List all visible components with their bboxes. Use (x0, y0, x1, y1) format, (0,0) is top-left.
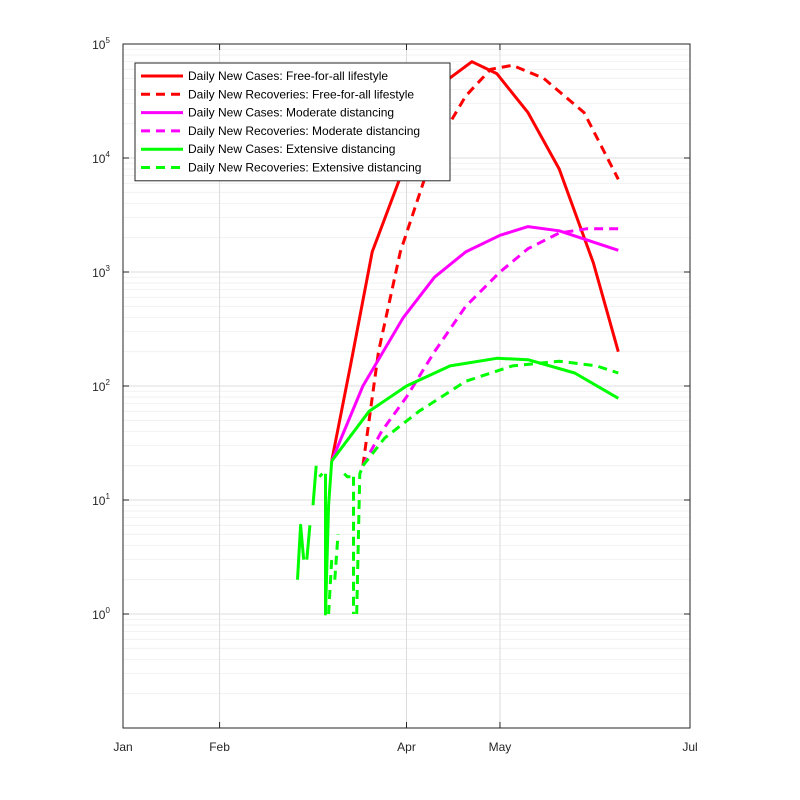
observed-data-line (324, 460, 334, 616)
x-tick-label: Feb (209, 740, 230, 754)
observed-data-line (355, 465, 365, 615)
y-tick-label: 102 (92, 378, 110, 394)
axes: 100 101 102 103 104 105 Jan Feb Apr May Jul (92, 36, 698, 754)
y-tick-label: 104 (92, 150, 110, 166)
observed-data-line (333, 534, 340, 580)
x-tick-label: Jan (113, 740, 132, 754)
legend-label: Daily New Cases: Moderate distancing (188, 106, 394, 120)
legend-label: Daily New Recoveries: Moderate distancin… (188, 124, 420, 138)
x-tick-label: Jul (682, 740, 697, 754)
legend-label: Daily New Cases: Extensive distancing (188, 142, 395, 156)
legend-label: Daily New Recoveries: Extensive distanci… (188, 161, 421, 175)
observed-data-line (327, 559, 334, 615)
y-tick-label: 100 (92, 606, 110, 622)
x-tick-label: Apr (397, 740, 416, 754)
series-line (361, 63, 620, 466)
series-layer (296, 60, 620, 616)
series-line (361, 227, 619, 467)
legend-label: Daily New Recoveries: Free-for-all lifes… (188, 87, 414, 101)
series-line (330, 60, 620, 462)
legend-label: Daily New Cases: Free-for-all lifestyle (188, 69, 388, 83)
observed-data-line (343, 472, 351, 479)
series-line (330, 225, 619, 462)
observed-data-line (305, 525, 312, 560)
series-line (330, 356, 620, 462)
legend-box (134, 62, 451, 182)
y-tick-label: 105 (92, 36, 110, 52)
legend: Daily New Cases: Free-for-all lifestyle D… (134, 62, 451, 182)
x-tick-label: May (489, 740, 512, 754)
observed-data-line (311, 465, 318, 506)
y-tick-label: 101 (92, 492, 110, 508)
observed-data-line (296, 523, 306, 580)
series-line (361, 359, 619, 467)
y-tick-label: 103 (92, 264, 110, 280)
grid (122, 44, 691, 729)
observed-data-line (318, 472, 324, 478)
